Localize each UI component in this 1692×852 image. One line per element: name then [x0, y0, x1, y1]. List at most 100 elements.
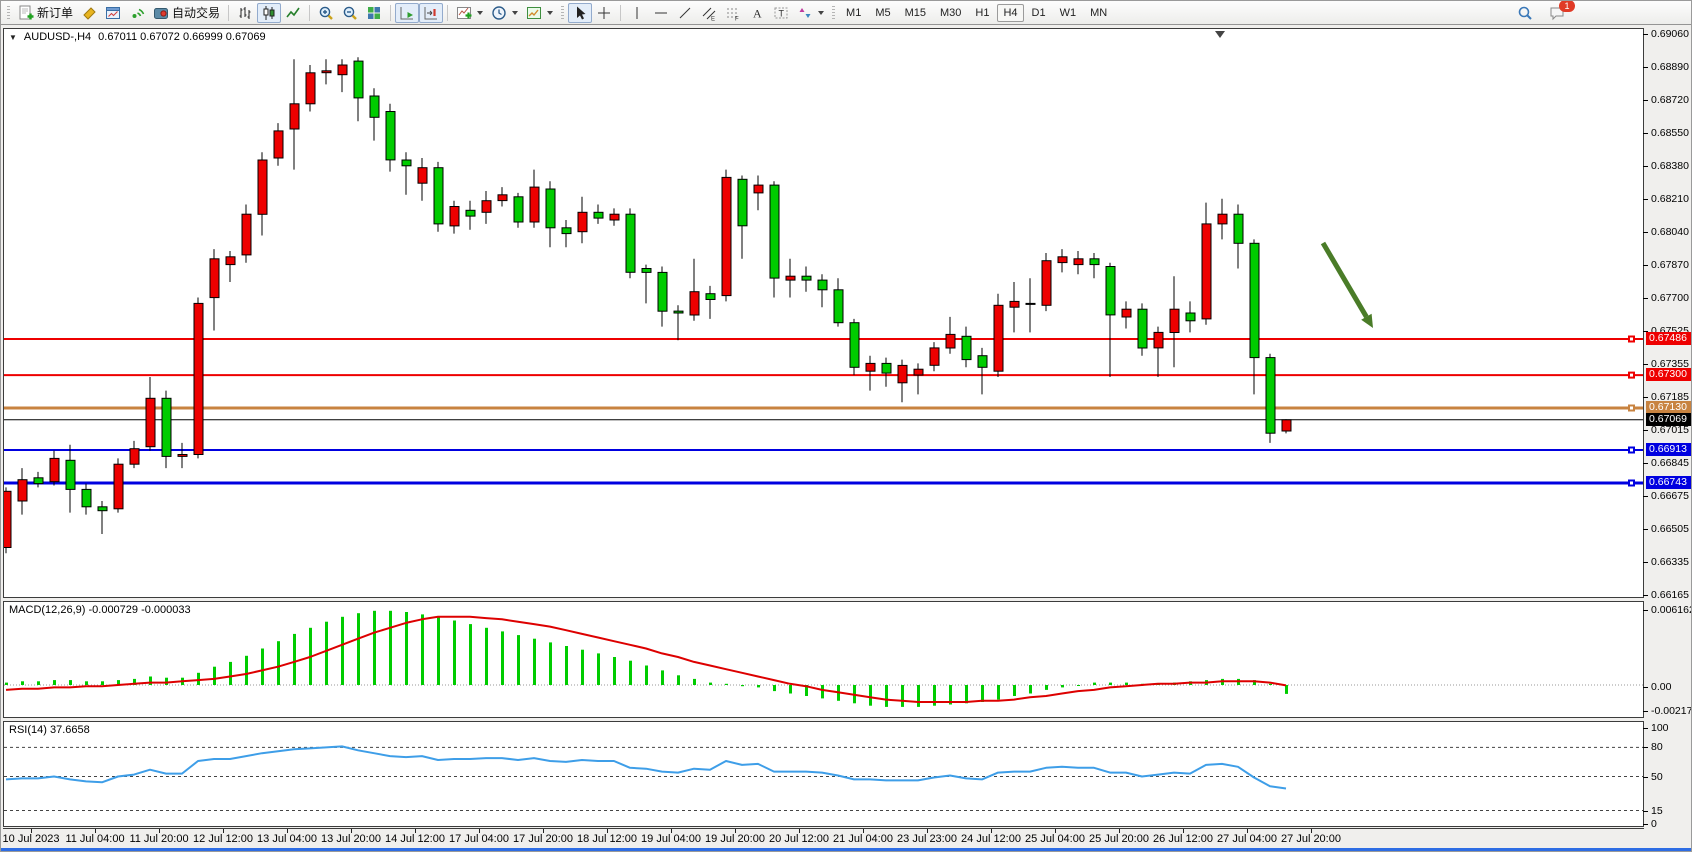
chart-window-button[interactable]: [101, 3, 125, 23]
price-tick-label: 0.68720: [1651, 93, 1689, 106]
chart-collapse-icon[interactable]: ▼: [9, 32, 17, 42]
vertical-line-tool-button[interactable]: [625, 3, 649, 23]
trendline-tool-button[interactable]: [673, 3, 697, 23]
price-tick-label: 0.68210: [1651, 192, 1689, 205]
time-tick: [1247, 829, 1248, 833]
channel-icon: E: [702, 7, 716, 21]
autotrading-label: 自动交易: [172, 6, 221, 20]
price-tick-label: 0.66675: [1651, 490, 1689, 503]
toolbar-group: [452, 1, 557, 25]
horizontal-line-tool-button[interactable]: [649, 3, 673, 23]
time-tick: [31, 829, 32, 833]
timeframe-w1-button[interactable]: W1: [1059, 6, 1077, 19]
timeframe-m1-button[interactable]: M1: [846, 6, 862, 19]
macd-canvas[interactable]: [4, 602, 1643, 717]
crosshair-tool-button[interactable]: [592, 3, 616, 23]
timeframe-switcher: M1 M5 M15 M30 H1 H4 D1 W1 MN: [839, 1, 1114, 25]
time-tick-label: 18 Jul 12:00: [577, 833, 637, 845]
equidistant-channel-tool-button[interactable]: E: [697, 3, 721, 23]
axis-tick: [1643, 99, 1648, 101]
time-tick-label: 19 Jul 04:00: [641, 833, 701, 845]
time-tick: [1055, 829, 1056, 833]
rsi-pane[interactable]: RSI(14) 37.6658: [3, 721, 1644, 827]
timeframe-m30-button[interactable]: M30: [940, 6, 962, 19]
axis-tick: [1643, 610, 1648, 611]
axis-tick: [1643, 297, 1648, 299]
line-chart-mode-button[interactable]: [281, 3, 305, 23]
price-line-badge: 0.66743: [1646, 475, 1691, 489]
cursor-tool-button[interactable]: [568, 2, 593, 23]
arrows-tool-button[interactable]: [793, 3, 828, 23]
fibonacci-tool-button[interactable]: F: [721, 3, 745, 23]
signals-button[interactable]: [125, 3, 149, 23]
axis-tick: [1643, 264, 1648, 266]
autotrading-button[interactable]: 自动交易: [149, 3, 224, 23]
chevron-down-icon: [818, 10, 825, 15]
new-order-button[interactable]: 新订单: [14, 3, 77, 23]
timeframe-mn-button[interactable]: MN: [1090, 6, 1108, 19]
timeframe-d1-button[interactable]: D1: [1031, 6, 1046, 19]
time-tick-label: 11 Jul 20:00: [129, 833, 189, 845]
price-tick-label: 0.68380: [1651, 159, 1689, 172]
price-pane[interactable]: ▼ AUDUSD-,H4 0.67011 0.67072 0.66999 0.6…: [3, 28, 1644, 598]
time-tick-label: 27 Jul 04:00: [1217, 833, 1277, 845]
timeframe-m5-button[interactable]: M5: [875, 6, 891, 19]
vline-icon: [636, 6, 638, 19]
candle-chart-mode-button[interactable]: [257, 2, 282, 23]
time-tick-label: 20 Jul 12:00: [769, 833, 829, 845]
metaeditor-button[interactable]: [77, 3, 101, 23]
time-tick-label: 21 Jul 04:00: [833, 833, 893, 845]
indicators-list-button[interactable]: [452, 3, 487, 23]
price-tick-label: 0.69060: [1651, 28, 1689, 40]
chart-shift-marker[interactable]: [1215, 31, 1225, 38]
zoom-in-button[interactable]: [314, 3, 338, 23]
chevron-down-icon: [477, 10, 484, 15]
axis-tick: [1643, 529, 1648, 531]
zoom-out-button[interactable]: [338, 3, 362, 23]
periods-list-button[interactable]: [487, 3, 522, 23]
notification-badge: 1: [1559, 1, 1575, 12]
timeframe-h4-button[interactable]: H4: [997, 3, 1024, 22]
tile-windows-button[interactable]: [362, 3, 386, 23]
price-tick-label: 0.68890: [1651, 60, 1689, 73]
toolbar-right-icons: 1: [1513, 1, 1575, 25]
zoom-in-icon: [319, 6, 333, 20]
zoom-out-icon: [343, 6, 357, 20]
time-tick: [95, 829, 96, 833]
search-button[interactable]: [1513, 3, 1537, 23]
macd-pane[interactable]: MACD(12,26,9) -0.000729 -0.000033: [3, 601, 1644, 718]
time-tick-label: 26 Jul 12:00: [1153, 833, 1213, 845]
axis-tick: [1643, 198, 1648, 200]
timeframe-m15-button[interactable]: M15: [904, 6, 926, 19]
shapes-icon: [799, 7, 811, 18]
axis-tick: [1643, 728, 1648, 729]
text-label-tool-button[interactable]: T: [769, 3, 793, 23]
chart-title: AUDUSD-,H4: [23, 31, 92, 43]
chat-button[interactable]: 1: [1545, 1, 1575, 23]
time-tick: [1183, 829, 1184, 833]
arrow-annotation[interactable]: [1320, 241, 1373, 328]
rsi-axis-label: 0: [1651, 818, 1657, 830]
time-tick-label: 13 Jul 04:00: [257, 833, 317, 845]
templates-list-button[interactable]: [522, 3, 557, 23]
timeframe-h1-button[interactable]: H1: [975, 6, 990, 19]
toolbar-group: [233, 1, 305, 25]
search-icon: [1518, 6, 1532, 20]
price-tick-label: 0.66845: [1651, 457, 1689, 470]
toolbar-group: [568, 1, 616, 25]
hline-icon: [655, 12, 668, 13]
time-tick: [223, 829, 224, 833]
autotrading-icon: [154, 7, 169, 19]
auto-scroll-button[interactable]: [395, 2, 420, 23]
text-tool-button[interactable]: A: [745, 3, 769, 23]
axis-tick: [1643, 711, 1648, 712]
time-tick: [927, 829, 928, 833]
time-tick-label: 23 Jul 23:00: [897, 833, 957, 845]
bar-chart-mode-button[interactable]: [233, 3, 257, 23]
candlestick-canvas[interactable]: [4, 29, 1643, 597]
rsi-canvas[interactable]: [4, 722, 1643, 826]
chart-shift-button[interactable]: [419, 2, 444, 23]
price-tick-label: 0.67355: [1651, 358, 1689, 371]
cursor-icon: [577, 6, 586, 19]
